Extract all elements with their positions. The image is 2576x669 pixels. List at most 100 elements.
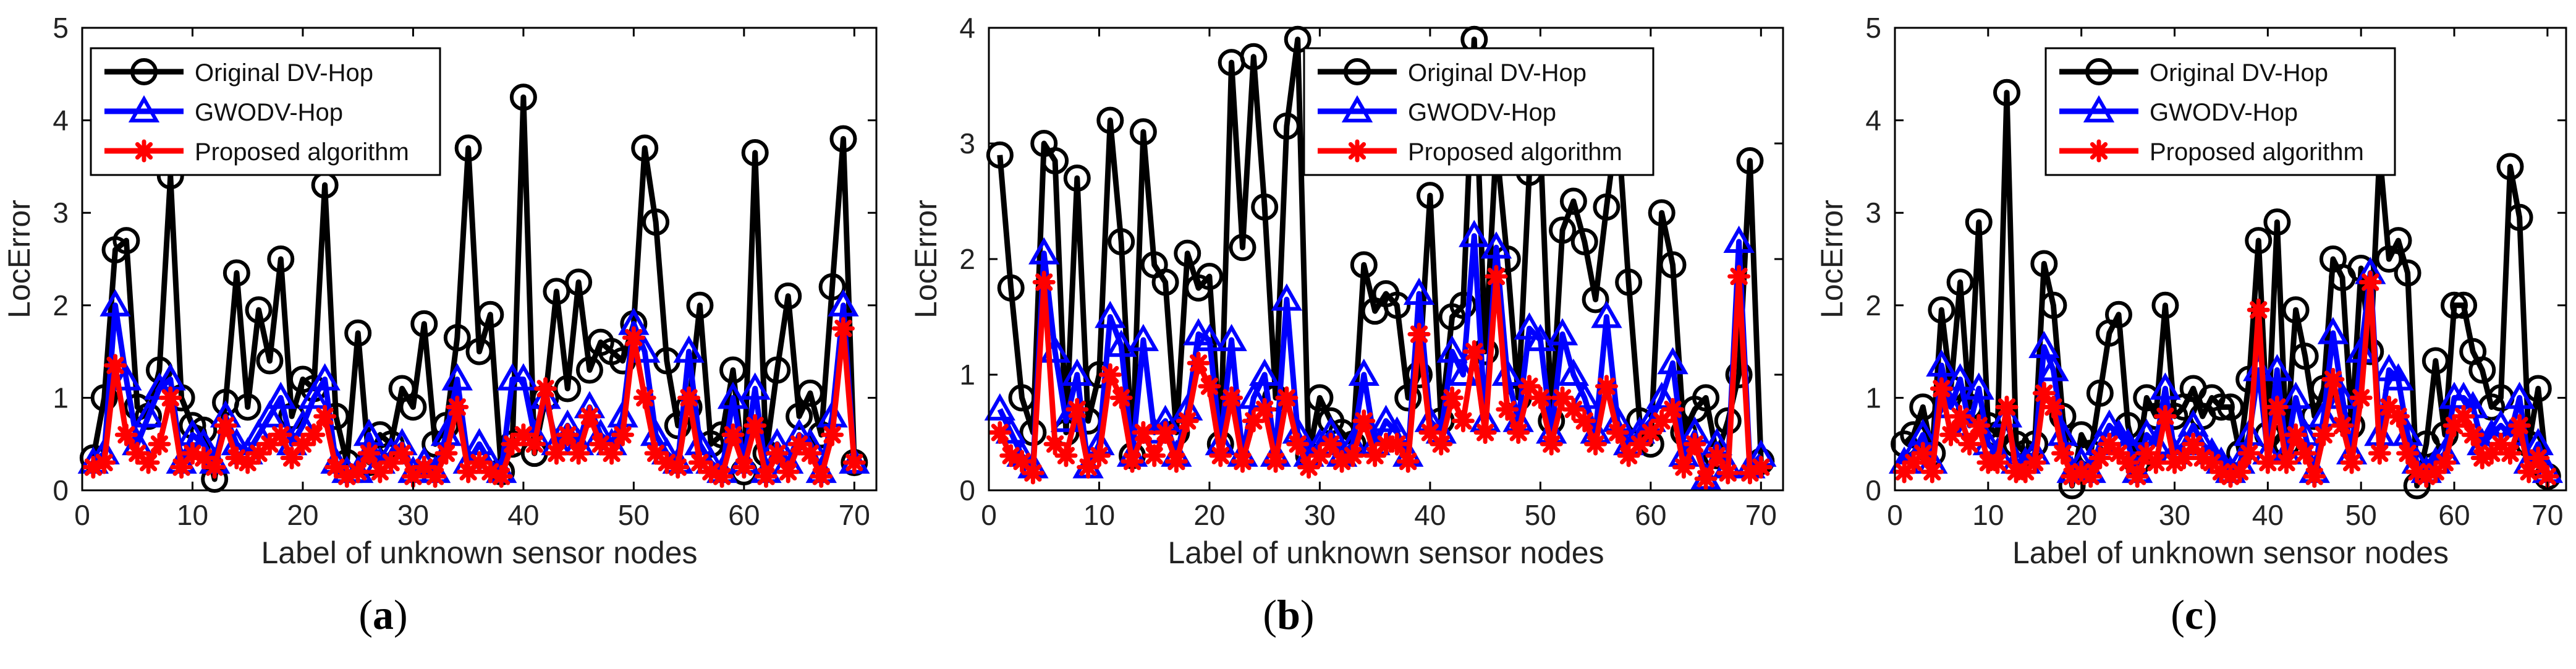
data-point-triangle [298,381,329,409]
data-point-asterisk [1242,409,1265,433]
data-point-asterisk [2153,404,2177,428]
data-point-asterisk [1902,451,1925,474]
chart-panel-1: 0 10 20 30 40 50 60 70 0 1 2 3 4 5 Label of unknown se… [2,12,878,570]
data-point-asterisk [2210,460,2233,484]
data-point-asterisk [2182,432,2205,456]
data-point-circle [2245,227,2273,255]
data-point-circle [1063,164,1091,192]
series-line-circle [1902,90,2551,488]
x-tick-label: 30 [2159,499,2190,531]
data-point-asterisk [401,465,425,488]
data-point-asterisk [2489,432,2512,456]
data-point-triangle [507,363,540,391]
data-point-circle [2496,153,2524,181]
data-point-asterisk [2070,460,2093,484]
data-point-asterisk [2443,414,2466,437]
data-point-circle [2524,375,2552,403]
data-point-asterisk [214,414,237,437]
legend: Original DV-Hop GWODV-Hop Proposed algorit… [2044,47,2396,176]
legend-marker-asterisk [132,139,156,163]
data-point-circle [1008,384,1036,412]
data-point-asterisk [2135,441,2158,465]
data-point-asterisk [2098,432,2121,456]
y-tick-label: 3 [53,197,69,229]
x-tick-label: 20 [2065,499,2097,531]
data-point-circle [786,403,813,430]
data-point-triangle [1480,231,1512,259]
x-tick-label: 10 [1972,499,2004,531]
data-point-asterisk [434,441,458,465]
data-point-triangle [1944,363,1976,391]
data-point-asterisk [346,460,370,484]
data-point-asterisk [1297,456,1321,479]
data-point-asterisk [1176,409,1199,433]
data-point-triangle [739,372,771,400]
data-point-circle [1736,147,1764,175]
data-point-asterisk [1407,323,1431,346]
data-point-asterisk [1606,421,1629,444]
data-point-asterisk [1986,451,2009,474]
data-point-asterisk [379,451,403,474]
data-point-asterisk [1661,398,1685,421]
data-point-asterisk [688,451,711,474]
data-point-asterisk [2405,460,2429,484]
data-point-circle [2394,259,2421,287]
chart-panel-3: 0 10 20 30 40 50 60 70 0 1 2 3 4 5 Label of unknown se… [1815,12,2567,570]
x-tick-label: 70 [2532,499,2563,531]
data-point-asterisk [2312,423,2336,446]
data-point-triangle [717,381,749,409]
data-point-asterisk [1738,461,1761,485]
data-point-circle [2421,347,2449,375]
legend-label: GWODV-Hop [2150,99,2298,126]
data-point-asterisk [457,460,480,484]
data-point-asterisk [423,465,447,488]
data-point-asterisk [2527,446,2550,470]
data-point-circle [509,83,537,111]
data-point-circle [1273,112,1300,140]
data-point-asterisk [2349,386,2373,409]
data-point-asterisk [699,460,722,484]
data-point-triangle [1249,358,1281,386]
data-point-asterisk [1098,363,1122,386]
data-point-asterisk [1920,460,1944,484]
data-point-asterisk [280,446,303,470]
data-point-asterisk [1198,375,1221,398]
data-point-triangle [2504,381,2535,409]
data-point-asterisk [999,444,1023,467]
y-tick-label: 5 [53,12,69,44]
legend-label: Original DV-Hop [1408,59,1587,87]
series-markers-asterisk [1892,270,2559,488]
data-point-asterisk [2051,441,2074,465]
data-point-asterisk [1485,265,1508,288]
data-point-asterisk [1066,398,1089,421]
data-point-circle [1582,286,1609,313]
axes-box [1894,27,2567,492]
x-tick-label: 0 [74,499,90,531]
y-tick-label: 1 [959,359,975,391]
data-point-triangle [1514,312,1545,340]
y-axis-label: LocError [2,200,36,318]
data-point-asterisk [2508,414,2532,437]
data-point-triangle [1106,330,1137,357]
data-point-circle [1151,268,1179,296]
data-point-triangle [1061,358,1093,386]
data-point-asterisk [1143,444,1166,467]
data-point-circle [2468,356,2496,384]
data-point-asterisk [2107,441,2130,465]
data-point-asterisk [1164,450,1188,473]
data-point-asterisk [1672,456,1695,479]
data-point-asterisk [2265,395,2289,419]
data-point-asterisk [2377,395,2400,419]
data-point-asterisk [269,423,292,446]
data-point-asterisk [534,377,557,400]
data-point-circle [443,324,471,352]
data-point-asterisk [1043,432,1067,456]
data-point-asterisk [1209,444,1232,467]
y-tick-label: 2 [959,243,975,275]
data-point-triangle [1216,323,1247,351]
data-point-asterisk [2470,446,2494,470]
data-point-asterisk [2032,381,2056,405]
data-point-triangle [2028,331,2060,359]
x-tick-label: 0 [1887,499,1903,531]
data-point-triangle [2038,354,2069,381]
